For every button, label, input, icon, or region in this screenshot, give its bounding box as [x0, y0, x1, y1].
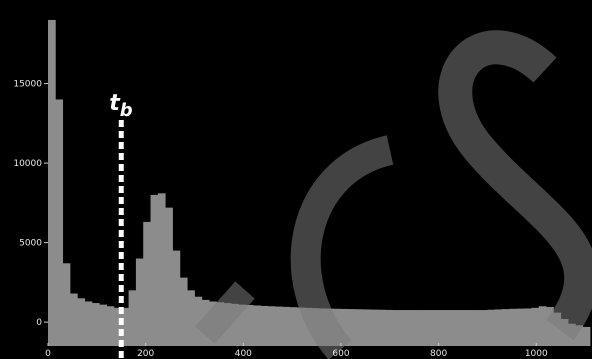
histogram-bar	[531, 307, 540, 346]
x-tick-label: 400	[235, 349, 252, 359]
histogram-bar	[48, 19, 56, 346]
x-tick-label: 1000	[525, 349, 548, 359]
y-tick-label: 0	[36, 318, 42, 328]
watermark-arc-large	[438, 30, 592, 341]
histogram-bar	[450, 310, 459, 346]
histogram-bar	[260, 305, 269, 346]
histogram-bar	[428, 310, 437, 346]
histogram-bar	[524, 308, 532, 346]
histogram-bar	[194, 296, 203, 346]
watermark-stroke-left	[195, 281, 255, 344]
histogram-bar	[77, 298, 86, 346]
histogram-bar	[267, 306, 276, 346]
histogram-bar	[575, 325, 584, 346]
histogram-bar	[282, 306, 291, 346]
histogram-bar	[113, 307, 122, 346]
watermark-logo	[195, 30, 592, 359]
histogram-bar	[538, 306, 547, 346]
histogram-bar	[480, 310, 488, 346]
histogram-bar	[465, 310, 474, 346]
histogram-bar	[231, 303, 239, 346]
histogram-bar	[436, 310, 444, 346]
histogram-bar	[289, 307, 298, 346]
y-tick-label: 10000	[13, 159, 42, 169]
histogram-bar	[157, 193, 166, 346]
histogram-bar	[399, 310, 408, 346]
histogram-bar	[179, 277, 188, 346]
histogram-bar	[238, 304, 247, 346]
histogram-bar	[377, 309, 386, 346]
histogram-bar	[406, 310, 415, 346]
histogram-bar	[472, 310, 481, 346]
x-tick-label: 0	[45, 349, 51, 359]
histogram-bar	[106, 306, 115, 346]
histogram-bar	[384, 309, 393, 346]
histogram-bar	[348, 309, 357, 346]
histogram-bar	[150, 194, 159, 346]
x-axis: 0 200 400 600 800 1000	[45, 343, 548, 359]
y-axis: 0 5000 10000 15000	[13, 80, 48, 328]
histogram-bar	[245, 304, 254, 346]
histogram-bar	[99, 304, 107, 346]
histogram-bar	[355, 309, 364, 346]
histogram-bar	[62, 263, 71, 346]
histogram-bar	[443, 310, 452, 346]
histogram-bar	[55, 99, 64, 346]
histogram-bar	[458, 310, 466, 346]
histogram-bar	[187, 290, 195, 346]
histogram-bar	[91, 303, 100, 346]
histogram-bar	[392, 310, 400, 346]
x-tick-label: 800	[430, 349, 447, 359]
histogram-bar	[502, 309, 510, 346]
x-tick-label: 600	[332, 349, 349, 359]
histogram-bar	[165, 207, 173, 346]
histogram-bar	[297, 307, 305, 346]
y-tick-label: 15000	[13, 80, 42, 90]
histogram-bar	[487, 309, 496, 346]
histogram-bar	[275, 306, 283, 346]
histogram-bar	[421, 310, 430, 346]
histogram-bar	[362, 309, 371, 346]
histogram-bar	[69, 293, 78, 346]
histogram-bar	[84, 301, 93, 346]
histogram-bar	[553, 312, 562, 346]
histogram-bar	[414, 310, 422, 346]
histogram-bar	[172, 250, 181, 346]
y-tick-label: 5000	[19, 239, 42, 249]
histogram-bar	[582, 326, 591, 346]
watermark-arc-small	[290, 135, 394, 359]
histogram-bar	[516, 308, 525, 346]
threshold-marker: tb	[109, 91, 133, 359]
histogram-bar	[370, 309, 378, 346]
histogram-bar	[509, 308, 518, 346]
x-tick-label: 200	[137, 349, 154, 359]
histogram-bar	[494, 309, 503, 346]
histogram-bar	[143, 221, 151, 346]
histogram-bar	[121, 307, 129, 346]
histogram-bar	[135, 258, 144, 346]
histogram-bar	[128, 290, 137, 346]
histogram-bar	[340, 308, 349, 346]
histogram-bar	[546, 307, 554, 346]
threshold-label: tb	[109, 91, 133, 121]
histogram-bar	[253, 305, 261, 346]
